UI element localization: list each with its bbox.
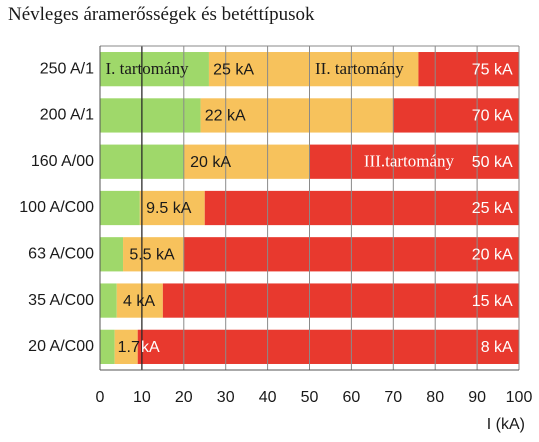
x-tick-label: 40 (259, 389, 277, 406)
data-label: 25 kA (213, 61, 254, 78)
x-tick-label: 0 (96, 389, 105, 406)
x-tick-label: 30 (217, 389, 235, 406)
x-axis-label: I (kA) (486, 416, 525, 433)
category-label: 200 A/1 (40, 107, 94, 124)
data-label: 20 kA (472, 247, 513, 264)
category-label: 20 A/C00 (28, 338, 94, 355)
category-label: 160 A/00 (31, 153, 94, 170)
bar-segment-green (100, 329, 115, 364)
category-label: 35 A/C00 (28, 292, 94, 309)
data-label: 70 kA (472, 108, 513, 125)
category-label: 250 A/1 (40, 60, 94, 77)
data-label: 8 kA (481, 339, 513, 356)
bar-segment-yellow (208, 52, 419, 87)
bar-segment-red (204, 190, 519, 226)
data-label: II. tartomány (315, 59, 404, 78)
data-label: 9.5 kA (146, 200, 192, 217)
data-label: kA (141, 339, 160, 356)
data-label: 1.7 (118, 339, 140, 356)
x-tick-label: 70 (384, 389, 402, 406)
bar-segment-green (100, 237, 124, 272)
x-tick-label: 100 (506, 389, 533, 406)
x-tick-label: 10 (133, 389, 151, 406)
bar-segment-yellow (116, 283, 163, 318)
data-label: 4 kA (123, 293, 155, 310)
x-tick-label: 50 (301, 389, 319, 406)
x-tick-label: 80 (426, 389, 444, 406)
x-tick-label: 60 (343, 389, 361, 406)
chart-title: Névleges áramerősségek és betéttípusok (8, 4, 315, 25)
bar-segment-yellow (200, 98, 394, 133)
data-label: 22 kA (205, 108, 246, 125)
bar-segment-red (162, 283, 519, 318)
bar-segment-red (137, 329, 519, 364)
data-label: 50 kA (472, 154, 513, 171)
bar-segment-yellow (123, 237, 184, 272)
data-label: 25 kA (472, 200, 513, 217)
data-label: I. tartomány (105, 59, 189, 78)
bar-segment-yellow (114, 329, 138, 364)
bar-segment-red (309, 144, 519, 179)
bar-segment-green (100, 190, 140, 226)
x-tick-label: 90 (468, 389, 486, 406)
data-label: 20 kA (190, 154, 231, 171)
bar-segment-green (100, 98, 201, 133)
data-label: 75 kA (472, 61, 513, 78)
data-label: 5.5 kA (129, 247, 175, 264)
bar-segment-green (100, 283, 117, 318)
bar-segment-red (393, 98, 519, 133)
bar-segment-green (100, 52, 209, 87)
bar-segment-yellow (183, 144, 310, 179)
category-label: 100 A/C00 (19, 199, 94, 216)
x-tick-label: 20 (175, 389, 193, 406)
category-label: 63 A/C00 (28, 246, 94, 263)
data-label: III.tartomány (364, 152, 455, 171)
data-label: 15 kA (472, 293, 513, 310)
bar-segment-yellow (139, 190, 205, 226)
